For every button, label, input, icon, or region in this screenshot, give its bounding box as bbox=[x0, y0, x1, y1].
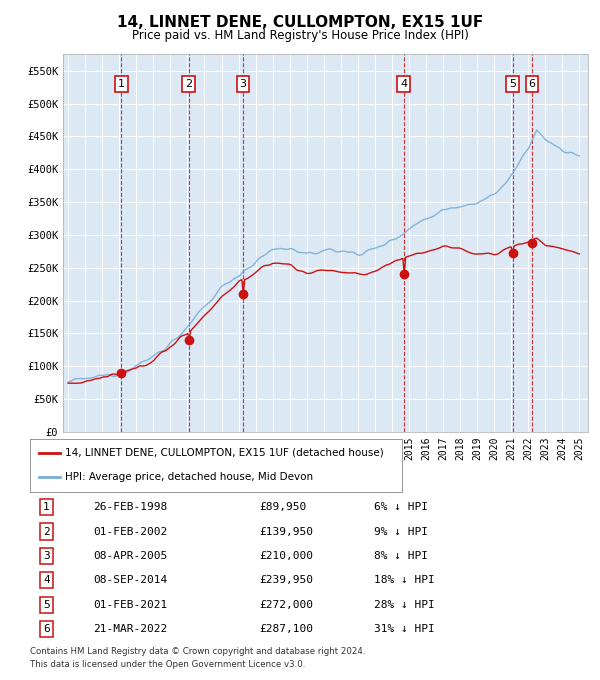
Text: £272,000: £272,000 bbox=[259, 600, 313, 610]
Text: £139,950: £139,950 bbox=[259, 526, 313, 537]
Text: 6: 6 bbox=[529, 79, 536, 89]
Text: Contains HM Land Registry data © Crown copyright and database right 2024.: Contains HM Land Registry data © Crown c… bbox=[30, 647, 365, 656]
Text: Price paid vs. HM Land Registry's House Price Index (HPI): Price paid vs. HM Land Registry's House … bbox=[131, 29, 469, 41]
Text: 1: 1 bbox=[118, 79, 125, 89]
Text: 2: 2 bbox=[185, 79, 193, 89]
Text: 3: 3 bbox=[239, 79, 247, 89]
Text: 5: 5 bbox=[509, 79, 516, 89]
Text: £210,000: £210,000 bbox=[259, 551, 313, 561]
Text: 28% ↓ HPI: 28% ↓ HPI bbox=[374, 600, 435, 610]
Text: 08-SEP-2014: 08-SEP-2014 bbox=[93, 575, 167, 585]
Text: 31% ↓ HPI: 31% ↓ HPI bbox=[374, 624, 435, 634]
Text: HPI: Average price, detached house, Mid Devon: HPI: Average price, detached house, Mid … bbox=[65, 473, 313, 482]
Text: 14, LINNET DENE, CULLOMPTON, EX15 1UF (detached house): 14, LINNET DENE, CULLOMPTON, EX15 1UF (d… bbox=[65, 448, 384, 458]
Text: 26-FEB-1998: 26-FEB-1998 bbox=[93, 503, 167, 512]
Text: 2: 2 bbox=[43, 526, 50, 537]
Text: 5: 5 bbox=[43, 600, 50, 610]
Text: 18% ↓ HPI: 18% ↓ HPI bbox=[374, 575, 435, 585]
Text: 4: 4 bbox=[43, 575, 50, 585]
Text: £287,100: £287,100 bbox=[259, 624, 313, 634]
Text: 14, LINNET DENE, CULLOMPTON, EX15 1UF: 14, LINNET DENE, CULLOMPTON, EX15 1UF bbox=[117, 15, 483, 30]
Text: This data is licensed under the Open Government Licence v3.0.: This data is licensed under the Open Gov… bbox=[30, 660, 305, 668]
Text: 3: 3 bbox=[43, 551, 50, 561]
Text: 6: 6 bbox=[43, 624, 50, 634]
Text: 21-MAR-2022: 21-MAR-2022 bbox=[93, 624, 167, 634]
Text: 9% ↓ HPI: 9% ↓ HPI bbox=[374, 526, 428, 537]
Text: 4: 4 bbox=[400, 79, 407, 89]
Text: 08-APR-2005: 08-APR-2005 bbox=[93, 551, 167, 561]
Text: £89,950: £89,950 bbox=[259, 503, 307, 512]
Text: £239,950: £239,950 bbox=[259, 575, 313, 585]
Text: 8% ↓ HPI: 8% ↓ HPI bbox=[374, 551, 428, 561]
Text: 1: 1 bbox=[43, 503, 50, 512]
Text: 01-FEB-2021: 01-FEB-2021 bbox=[93, 600, 167, 610]
Text: 6% ↓ HPI: 6% ↓ HPI bbox=[374, 503, 428, 512]
Text: 01-FEB-2002: 01-FEB-2002 bbox=[93, 526, 167, 537]
